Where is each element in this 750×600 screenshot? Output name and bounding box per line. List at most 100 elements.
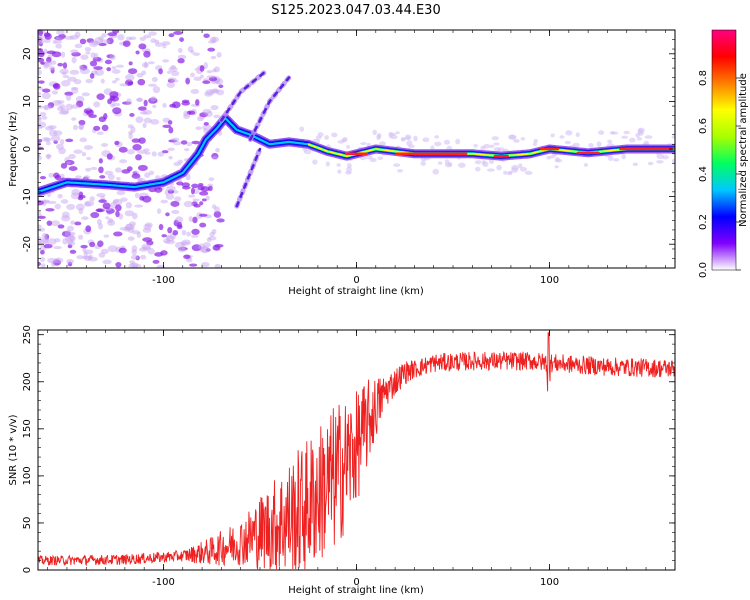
spectrogram-speckle	[211, 204, 217, 210]
spectrogram-speckle	[93, 125, 101, 131]
spectrogram-speckle	[65, 103, 73, 111]
spectrogram-y-label: Frequency (Hz)	[8, 111, 19, 187]
spectrogram-speckle	[167, 147, 175, 152]
spectrogram-speckle	[42, 88, 51, 93]
spectrogram-speckle	[210, 104, 219, 111]
spectrogram-speckle	[45, 140, 51, 146]
spectrogram-speckle	[520, 136, 526, 141]
spectrogram-speckle	[190, 234, 199, 238]
spectrogram-speckle	[143, 117, 152, 124]
spectrogram-speckle	[66, 161, 71, 165]
spectrogram-speckle	[376, 134, 381, 141]
spectrogram-speckle	[97, 240, 104, 247]
spectrogram-speckle	[172, 229, 179, 236]
spectrogram-speckle	[80, 244, 88, 249]
spectrogram-x-tick-label: 0	[353, 275, 359, 286]
spectrogram-speckle	[54, 257, 64, 264]
spectrogram-speckle	[208, 177, 215, 181]
spectrogram-speckle	[377, 156, 384, 160]
spectrogram-speckle	[41, 232, 48, 239]
figure-title: S125.2023.047.03.44.E30	[271, 3, 440, 18]
spectrogram-speckle	[74, 221, 82, 226]
spectrogram-speckle	[56, 30, 65, 36]
spectrogram-speckle	[86, 156, 91, 161]
spectrogram-speckle	[102, 202, 111, 210]
spectrogram-speckle	[148, 31, 157, 36]
spectrogram-y-tick-label: 0	[22, 146, 33, 152]
spectrogram-speckle	[75, 175, 82, 179]
spectrogram-speckle	[137, 164, 148, 171]
spectrogram-speckle	[73, 149, 83, 154]
spectrogram-speckle	[671, 135, 675, 139]
spectrogram-speckle	[117, 34, 125, 41]
spectrogram-speckle	[112, 107, 122, 115]
spectrogram-speckle	[128, 61, 133, 66]
snr-x-label: Height of straight line (km)	[288, 585, 424, 596]
spectrogram-speckle	[647, 161, 654, 166]
spectrogram-speckle	[52, 39, 58, 45]
spectrogram-speckle	[70, 104, 80, 109]
spectrogram-speckle	[434, 141, 442, 147]
spectrogram-speckle	[122, 40, 131, 47]
spectrogram-speckle	[85, 225, 92, 233]
spectrogram-speckle	[503, 170, 508, 175]
spectrogram-speckle	[179, 37, 184, 42]
spectrogram-speckle	[142, 227, 152, 233]
spectrogram-speckle	[128, 68, 138, 75]
spectrogram-speckle	[39, 176, 47, 180]
spectrogram-speckle	[167, 120, 173, 125]
spectrogram-speckle	[125, 201, 132, 209]
spectrogram-speckle	[41, 115, 48, 120]
snr-y-tick-label: 150	[22, 419, 33, 438]
spectrogram-speckle	[596, 141, 602, 148]
spectrogram-speckle	[610, 131, 619, 135]
spectrogram-speckle	[66, 259, 75, 264]
spectrogram-hotspot	[576, 151, 600, 155]
spectrogram-speckle	[331, 132, 338, 138]
spectrogram-speckle	[420, 161, 426, 166]
spectrogram-speckle	[218, 84, 224, 89]
spectrogram-speckle	[188, 216, 193, 222]
spectrogram-hotspot	[619, 147, 674, 151]
spectrogram-speckle	[127, 236, 135, 241]
spectrogram-speckle	[46, 220, 53, 226]
spectrogram-speckle	[161, 234, 167, 238]
spectrogram-speckle	[162, 124, 172, 129]
colorbar-tick-label: 0.6	[698, 118, 709, 134]
spectrogram-speckle	[181, 243, 186, 250]
spectrogram-speckle	[205, 195, 210, 201]
spectrogram-speckle	[50, 60, 57, 65]
spectrogram-speckle	[57, 62, 64, 67]
spectrogram-speckle	[209, 89, 220, 94]
spectrogram-speckle	[115, 77, 120, 81]
spectrogram-speckle	[216, 52, 222, 58]
spectrogram-speckle	[41, 92, 51, 100]
spectrogram-speckle	[176, 181, 184, 186]
spectrogram-speckle	[213, 66, 220, 73]
spectrogram-speckle	[96, 131, 104, 135]
spectrogram-speckle	[108, 217, 114, 224]
spectrogram-speckle	[210, 80, 220, 85]
spectrogram-speckle	[496, 164, 502, 171]
spectrogram-speckle	[473, 143, 478, 148]
spectrogram-speckle	[43, 243, 53, 249]
spectrogram-speckle	[161, 150, 169, 154]
spectrogram-speckle	[635, 132, 641, 138]
colorbar-ticks: 0.0 0.2 0.4 0.6 0.8	[698, 70, 741, 278]
spectrogram-speckle	[88, 256, 98, 262]
spectrogram-speckle	[78, 64, 84, 71]
spectrogram-speckle	[656, 153, 665, 160]
spectrogram-speckle	[583, 162, 589, 167]
spectrogram-speckle	[65, 94, 72, 101]
spectrogram-speckle	[118, 247, 127, 254]
spectrogram-speckle	[564, 140, 571, 145]
spectrogram-branch-core	[220, 71, 266, 122]
spectrogram-speckle	[191, 228, 200, 235]
spectrogram-y-tick-label: 20	[22, 47, 33, 60]
spectrogram-speckle	[186, 110, 196, 115]
spectrogram-speckle	[144, 222, 153, 228]
spectrogram-speckle	[129, 113, 135, 117]
spectrogram-speckle	[213, 210, 222, 218]
spectrogram-speckle	[360, 142, 367, 146]
spectrogram-speckle	[99, 175, 106, 179]
